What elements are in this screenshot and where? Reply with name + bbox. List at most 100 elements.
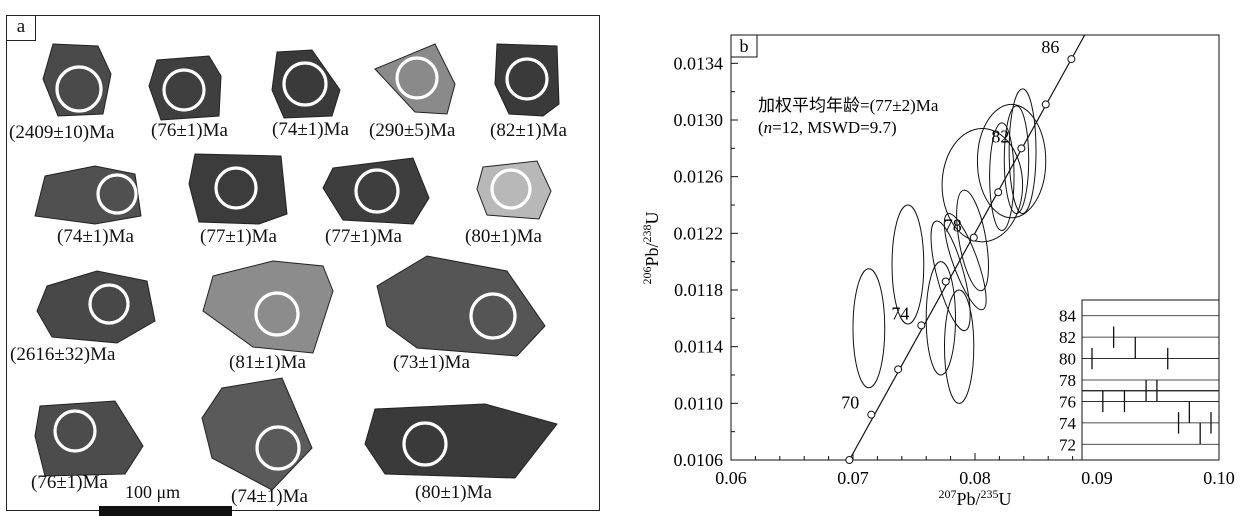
grain-age-label-10: (2616±32)Ma bbox=[10, 344, 116, 365]
error-ellipse-7 bbox=[956, 189, 989, 292]
grain-body bbox=[376, 255, 546, 357]
inset-tick-label: 72 bbox=[1059, 435, 1076, 454]
zircon-grain-7 bbox=[188, 153, 288, 225]
analysis-spot-circle bbox=[214, 166, 258, 210]
error-ellipse-1 bbox=[852, 268, 886, 389]
grain-body bbox=[364, 403, 558, 479]
error-ellipse-2 bbox=[891, 204, 925, 325]
grain-body bbox=[374, 43, 456, 115]
grain-body bbox=[34, 400, 144, 477]
zircon-grain-4 bbox=[374, 43, 457, 115]
inset-tick-label: 76 bbox=[1059, 392, 1076, 411]
grain-body bbox=[322, 157, 430, 225]
grain-age-label-13: (76±1)Ma bbox=[31, 472, 108, 493]
analysis-spot-circle bbox=[162, 68, 206, 112]
panel-b-concordia-chart: 0.06 0.07 0.08 0.09 0.10 0.0106 0.0110 0.0114 0.… bbox=[620, 0, 1244, 514]
concordia-age-label: 70 bbox=[841, 393, 859, 413]
zircon-grain-9 bbox=[476, 160, 552, 220]
concordia-age-label: 82 bbox=[991, 126, 1009, 146]
grain-body bbox=[36, 270, 156, 344]
grain-age-label-9: (80±1)Ma bbox=[465, 226, 542, 247]
zircon-grain-10 bbox=[36, 270, 156, 344]
y-tick-label: 0.0110 bbox=[674, 393, 723, 413]
y-tick-label: 0.0122 bbox=[674, 223, 724, 243]
grain-body bbox=[271, 49, 341, 119]
concordia-age-marker bbox=[1041, 100, 1050, 109]
concordia-age-label: 78 bbox=[944, 216, 962, 236]
concordia-age-marker bbox=[845, 456, 854, 464]
error-ellipse-4 bbox=[944, 289, 975, 404]
analysis-spot-circle bbox=[469, 292, 517, 340]
y-tick-label: 0.0118 bbox=[674, 280, 723, 300]
analysis-spot-circle bbox=[402, 421, 448, 467]
analysis-spot-circle bbox=[53, 409, 97, 453]
concordia-age-marker bbox=[894, 365, 903, 374]
analysis-spot-circle bbox=[55, 65, 103, 113]
error-ellipse-10 bbox=[989, 122, 1015, 232]
error-ellipse-12 bbox=[1008, 88, 1037, 215]
zircon-grain-11 bbox=[202, 260, 334, 354]
inset-tick-label: 74 bbox=[1059, 414, 1077, 433]
grain-age-label-6: (74±1)Ma bbox=[57, 226, 134, 247]
concordia-age-marker bbox=[994, 188, 1003, 197]
y-axis-label: 206Pb/238U bbox=[640, 211, 662, 284]
concordia-age-marker bbox=[917, 321, 926, 330]
scale-bar-label: 100 μm bbox=[125, 482, 181, 502]
x-tick-label: 0.10 bbox=[1203, 468, 1235, 488]
inset-tick-label: 84 bbox=[1059, 307, 1077, 326]
y-tick-label: 0.0130 bbox=[674, 110, 724, 130]
grain-body bbox=[34, 165, 142, 225]
grain-body bbox=[494, 43, 560, 117]
inset-tick-label: 82 bbox=[1059, 328, 1076, 347]
panel-a-zircon-images: a (2409±10)Ma (76±1)Ma (74±1)Ma (290±5)Ma (8… bbox=[6, 15, 600, 516]
grain-age-label-1: (2409±10)Ma bbox=[9, 122, 115, 143]
grain-age-label-11: (81±1)Ma bbox=[229, 352, 306, 373]
zircon-grain-12 bbox=[376, 255, 546, 357]
x-tick-label: 0.08 bbox=[959, 468, 991, 488]
x-tick-label: 0.09 bbox=[1081, 468, 1113, 488]
analysis-spot-circle bbox=[255, 425, 301, 471]
concordia-age-marker bbox=[867, 410, 876, 419]
grain-body bbox=[148, 55, 222, 121]
concordia-age-label: 74 bbox=[891, 303, 909, 323]
zircon-grain-14 bbox=[201, 377, 313, 491]
grain-body bbox=[188, 153, 288, 225]
x-tick-label: 0.07 bbox=[837, 468, 869, 488]
panel-b-label: b bbox=[740, 36, 749, 56]
analysis-spot-circle bbox=[254, 291, 300, 337]
panel-b-label-box bbox=[730, 34, 758, 58]
analysis-spot-circle bbox=[282, 61, 328, 107]
grain-age-label-15: (80±1)Ma bbox=[415, 482, 492, 503]
zircon-grain-5 bbox=[494, 43, 560, 117]
concordia-age-marker bbox=[969, 233, 978, 242]
inset-tick-label: 78 bbox=[1059, 371, 1076, 390]
y-tick-label: 0.0134 bbox=[674, 53, 724, 73]
error-ellipse-9 bbox=[976, 103, 1047, 219]
scale-bar bbox=[99, 506, 232, 516]
zircon-grain-6 bbox=[34, 165, 142, 225]
analysis-spot-circle bbox=[395, 56, 439, 100]
error-ellipse-5 bbox=[930, 220, 971, 332]
grain-body bbox=[202, 260, 334, 354]
concordia-age-marker bbox=[1017, 144, 1026, 153]
grain-age-label-12: (73±1)Ma bbox=[393, 352, 470, 373]
grain-age-label-8: (77±1)Ma bbox=[325, 226, 402, 247]
concordia-age-marker bbox=[941, 277, 950, 286]
annotation-n-mswd: (n=12, MSWD=9.7) bbox=[758, 118, 897, 137]
x-axis-label: 207Pb/235U bbox=[938, 487, 1011, 509]
grain-age-label-3: (74±1)Ma bbox=[272, 119, 349, 140]
y-tick-label: 0.0106 bbox=[674, 450, 724, 470]
error-ellipse-3 bbox=[925, 261, 956, 376]
error-ellipse-11 bbox=[1003, 105, 1030, 215]
y-tick-label: 0.0126 bbox=[674, 167, 724, 187]
grain-age-label-7: (77±1)Ma bbox=[200, 226, 277, 247]
grain-body bbox=[201, 377, 313, 491]
concordia-age-marker bbox=[1067, 55, 1076, 64]
error-ellipse-8 bbox=[941, 128, 1024, 243]
zircon-grain-2 bbox=[148, 55, 222, 121]
grain-age-label-4: (290±5)Ma bbox=[369, 120, 456, 141]
panel-a-label: a bbox=[7, 16, 36, 41]
grain-age-label-5: (82±1)Ma bbox=[490, 120, 567, 141]
annotation-weighted-mean: 加权平均年龄=(77±2)Ma bbox=[758, 96, 939, 115]
y-tick-label: 0.0114 bbox=[674, 337, 723, 357]
